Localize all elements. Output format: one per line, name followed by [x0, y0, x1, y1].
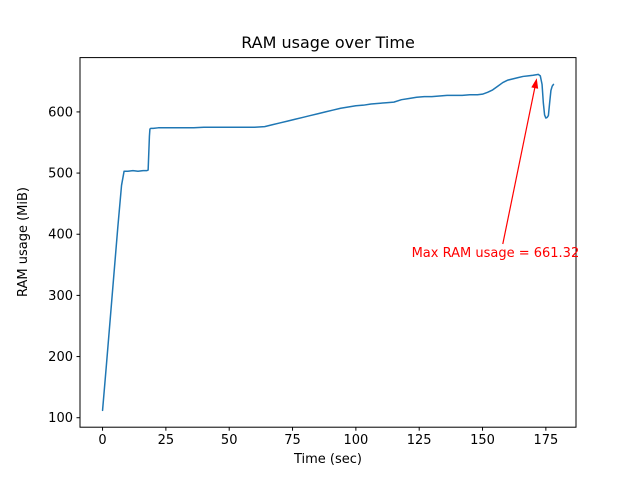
y-tick-label: 300	[48, 289, 73, 304]
max-annotation: Max RAM usage = 661.32	[412, 78, 580, 261]
annotation-arrow-head	[531, 78, 539, 89]
annotation-arrow-line	[502, 85, 536, 245]
ram-usage-line	[101, 73, 555, 412]
plot-area	[79, 57, 577, 428]
x-tick-label: 125	[407, 433, 432, 448]
x-tick-label: 100	[343, 433, 368, 448]
y-tick-label: 100	[48, 411, 73, 426]
chart-title: RAM usage over Time	[241, 33, 415, 52]
y-axis-label: RAM usage (MiB)	[16, 187, 31, 297]
x-tick-label: 175	[533, 433, 558, 448]
ram-usage-path	[101, 73, 555, 412]
max-annotation-text: Max RAM usage = 661.32	[412, 246, 580, 261]
axis-ticks: 0 25 50 75 100 125 150 175 100 200 300 400 500 600	[48, 105, 558, 448]
x-tick-label: 50	[221, 433, 238, 448]
x-tick-label: 25	[158, 433, 175, 448]
y-tick-label: 200	[48, 350, 73, 365]
x-tick-label: 0	[98, 433, 106, 448]
y-tick-label: 400	[48, 228, 73, 243]
x-tick-label: 150	[470, 433, 495, 448]
y-tick-label: 500	[48, 167, 73, 182]
x-tick-label: 75	[284, 433, 301, 448]
x-axis-label: Time (sec)	[293, 452, 362, 467]
y-tick-label: 600	[48, 105, 73, 120]
